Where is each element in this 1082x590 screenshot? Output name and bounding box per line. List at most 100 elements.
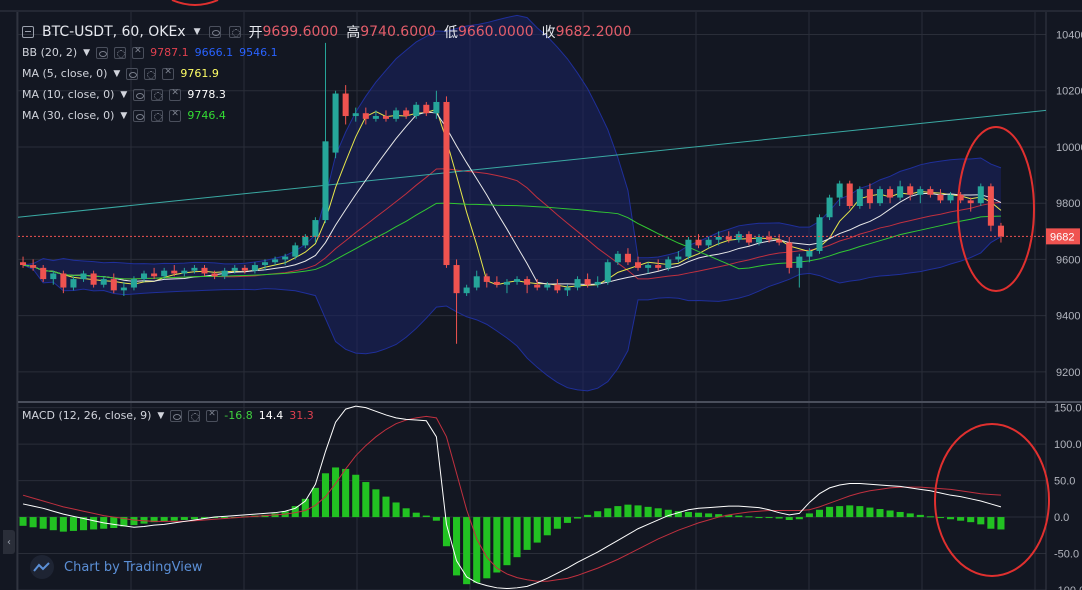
close-icon[interactable]: [169, 109, 182, 122]
candle: [937, 189, 944, 204]
macd-histogram-bar: [120, 517, 128, 527]
settings-icon[interactable]: [114, 46, 127, 59]
collapse-panel-arrow-icon[interactable]: ‹: [3, 530, 15, 554]
settings-icon[interactable]: [151, 88, 164, 101]
candle-body: [342, 93, 349, 117]
macd-histogram-bar: [90, 517, 98, 530]
candle-body: [786, 242, 793, 268]
visibility-icon[interactable]: [170, 409, 183, 422]
macd-histogram-bar: [311, 487, 319, 518]
candle-body: [897, 186, 904, 198]
settings-icon[interactable]: [151, 109, 164, 122]
candle-body: [917, 189, 924, 195]
macd-histogram-bar: [634, 505, 642, 518]
annotation-ellipse: [957, 126, 1035, 292]
macd-histogram-bar: [150, 517, 158, 523]
macd-histogram-bar: [795, 517, 803, 520]
macd-histogram-bar: [29, 517, 37, 528]
candle-body: [715, 236, 722, 240]
macd-histogram-bar: [997, 517, 1005, 530]
macd-histogram-bar: [886, 510, 894, 518]
close-icon[interactable]: [162, 67, 175, 80]
high-label: 高: [346, 25, 361, 41]
chevron-down-icon[interactable]: ▼: [157, 410, 165, 421]
settings-icon[interactable]: [144, 67, 157, 80]
candle-body: [60, 273, 67, 288]
symbol-dropdown-icon[interactable]: ▼: [193, 27, 201, 37]
macd-histogram-bar: [785, 517, 793, 520]
annotation-arc: [171, 0, 219, 6]
candle: [725, 231, 732, 243]
candle-body: [191, 267, 198, 271]
ma5-legend-name[interactable]: MA (5, close, 0): [22, 67, 108, 80]
candle-body: [161, 270, 168, 277]
candle-body: [887, 189, 894, 198]
tradingview-badge[interactable]: Chart by TradingView: [30, 555, 202, 579]
macd-histogram-bar: [805, 513, 813, 518]
candle-body: [332, 93, 339, 153]
macd-histogram-bar: [170, 517, 178, 521]
chevron-down-icon[interactable]: ▼: [83, 47, 91, 58]
price-tick-label: 9200: [1056, 367, 1080, 379]
candle-body: [755, 236, 763, 243]
candle: [806, 248, 813, 263]
candle: [514, 276, 521, 285]
settings-icon[interactable]: [228, 26, 241, 38]
macd-histogram-bar: [896, 511, 904, 518]
visibility-icon[interactable]: [208, 26, 221, 38]
candle: [977, 183, 984, 206]
macd-legend-name[interactable]: MACD (12, 26, close, 9): [22, 409, 152, 422]
candle-body: [766, 236, 773, 240]
settings-icon[interactable]: [188, 409, 201, 422]
candle-body: [211, 273, 218, 277]
close-icon[interactable]: [206, 409, 219, 422]
candle-body: [282, 256, 289, 260]
candle: [70, 276, 77, 291]
candle: [40, 265, 47, 282]
ma30-legend-name[interactable]: MA (30, close, 0): [22, 109, 115, 122]
close-icon[interactable]: [132, 46, 145, 59]
symbol-label[interactable]: BTC-USDT, 60, OKEx: [42, 24, 186, 40]
macd-histogram-bar: [543, 517, 551, 536]
candle: [897, 180, 904, 201]
macd-histogram-bar: [483, 517, 491, 579]
chevron-down-icon[interactable]: ▼: [113, 68, 121, 79]
candle-body: [987, 186, 994, 226]
chevron-down-icon[interactable]: ▼: [120, 110, 128, 121]
candle: [80, 270, 87, 282]
candle: [735, 231, 742, 243]
candle: [685, 236, 692, 260]
candle-body: [181, 270, 188, 274]
visibility-icon[interactable]: [96, 46, 109, 59]
candle: [564, 284, 571, 296]
macd-histogram-bar: [503, 517, 511, 566]
candle-body: [20, 262, 27, 266]
candle: [524, 276, 531, 294]
macd-histogram-bar: [866, 507, 874, 518]
bb-lower-value: 9546.1: [239, 46, 278, 59]
macd-histogram-bar: [826, 506, 834, 518]
macd-histogram-bar: [110, 517, 118, 528]
candle-body: [624, 253, 631, 263]
macd-histogram-bar: [755, 517, 763, 519]
visibility-icon[interactable]: [126, 67, 139, 80]
ma10-legend-name[interactable]: MA (10, close, 0): [22, 88, 115, 101]
visibility-icon[interactable]: [133, 109, 146, 122]
candle-body: [140, 273, 148, 280]
macd-legend: MACD (12, 26, close, 9) ▼ -16.8 14.4 31.…: [22, 409, 314, 423]
macd-histogram-bar: [725, 514, 733, 518]
high-value: 9740.6000: [360, 24, 436, 40]
collapse-button[interactable]: [22, 26, 34, 38]
candle-body: [473, 276, 480, 288]
candle: [534, 279, 541, 291]
visibility-icon[interactable]: [133, 88, 146, 101]
candle-body: [977, 186, 984, 204]
candle: [574, 276, 581, 291]
candle: [181, 267, 188, 277]
close-icon[interactable]: [169, 88, 182, 101]
candle: [745, 231, 752, 246]
bb-legend-name[interactable]: BB (20, 2): [22, 46, 78, 59]
chevron-down-icon[interactable]: ▼: [120, 89, 128, 100]
